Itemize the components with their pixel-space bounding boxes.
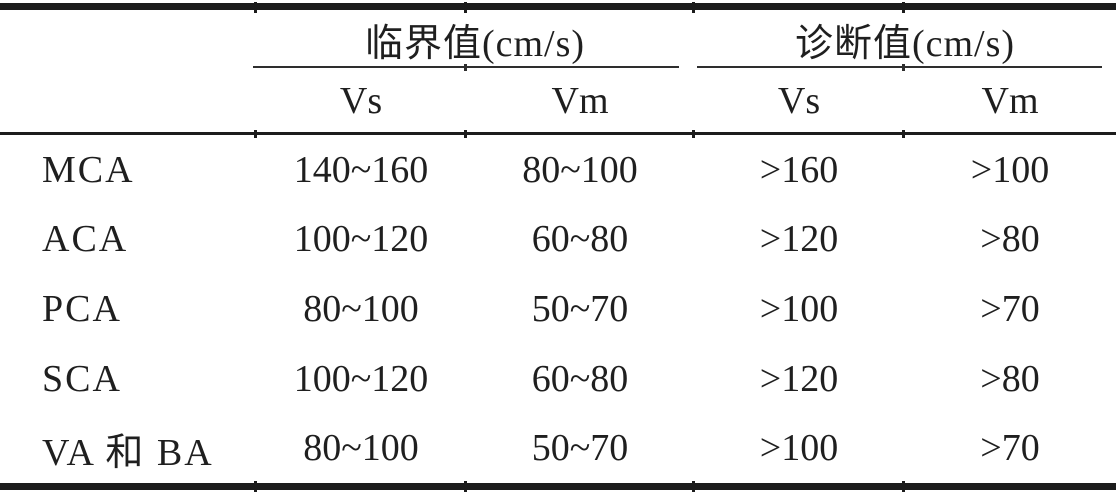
cell-value: 80~100 <box>303 427 419 470</box>
column-tick <box>692 481 695 492</box>
row-label: ACA <box>42 218 129 261</box>
cell-value: 100~120 <box>293 357 429 400</box>
column-tick <box>254 130 257 138</box>
cell-value: 50~70 <box>531 427 629 470</box>
cell-value: >100 <box>759 427 839 470</box>
table-row-va-ba: VA 和 BA 80~100 50~70 >100 >70 <box>0 413 1116 483</box>
table-row-mca: MCA 140~160 80~100 >160 >100 <box>0 135 1116 205</box>
row-label: MCA <box>42 148 135 191</box>
cell-value: 80~100 <box>303 287 419 330</box>
table-row-sca: SCA 100~120 60~80 >120 >80 <box>0 344 1116 414</box>
row-label: VA 和 BA <box>42 431 214 474</box>
cell-value: >70 <box>980 427 1040 470</box>
table-bottom-border <box>0 483 1116 490</box>
column-tick <box>902 481 905 492</box>
row-label: SCA <box>42 357 122 400</box>
table-body: MCA 140~160 80~100 >160 >100 ACA 100~120… <box>0 135 1116 483</box>
cell-value: >100 <box>970 148 1050 191</box>
subheader-critical-vs: Vs <box>339 80 383 122</box>
subheader-diagnostic-vs: Vs <box>777 80 821 122</box>
column-tick <box>464 2 467 13</box>
table-top-border <box>0 3 1116 10</box>
cell-value: >70 <box>980 287 1040 330</box>
column-tick <box>464 64 467 71</box>
column-tick <box>902 2 905 13</box>
cell-value: 80~100 <box>522 148 638 191</box>
table-row-pca: PCA 80~100 50~70 >100 >70 <box>0 274 1116 344</box>
column-tick <box>464 481 467 492</box>
row-label: PCA <box>42 287 122 330</box>
cell-value: 60~80 <box>531 218 629 261</box>
header-bottom-border <box>0 132 1116 135</box>
column-tick <box>692 2 695 13</box>
cell-value: >80 <box>980 357 1040 400</box>
column-tick <box>692 130 695 138</box>
sub-header-row: Vs Vm Vs Vm <box>0 70 1116 132</box>
cell-value: 60~80 <box>531 357 629 400</box>
column-tick <box>464 130 467 138</box>
cell-value: >160 <box>759 148 839 191</box>
cell-value: >80 <box>980 218 1040 261</box>
subheader-diagnostic-vm: Vm <box>981 80 1039 122</box>
cell-value: >120 <box>759 218 839 261</box>
cell-value: 100~120 <box>293 218 429 261</box>
cell-value: 50~70 <box>531 287 629 330</box>
cell-value: >100 <box>759 287 839 330</box>
column-tick <box>254 481 257 492</box>
cell-value: >120 <box>759 357 839 400</box>
column-tick <box>902 64 905 71</box>
table-row-aca: ACA 100~120 60~80 >120 >80 <box>0 205 1116 275</box>
column-tick <box>254 2 257 13</box>
group-header-row: 临界值(cm/s) 诊断值(cm/s) <box>0 12 1116 66</box>
subheader-critical-vm: Vm <box>551 80 609 122</box>
column-tick <box>902 130 905 138</box>
cell-value: 140~160 <box>293 148 429 191</box>
col-group-critical-value: 临界值(cm/s) <box>364 23 586 65</box>
col-group-diagnostic-value: 诊断值(cm/s) <box>794 23 1016 65</box>
diagnostic-group-underline <box>697 66 1102 68</box>
